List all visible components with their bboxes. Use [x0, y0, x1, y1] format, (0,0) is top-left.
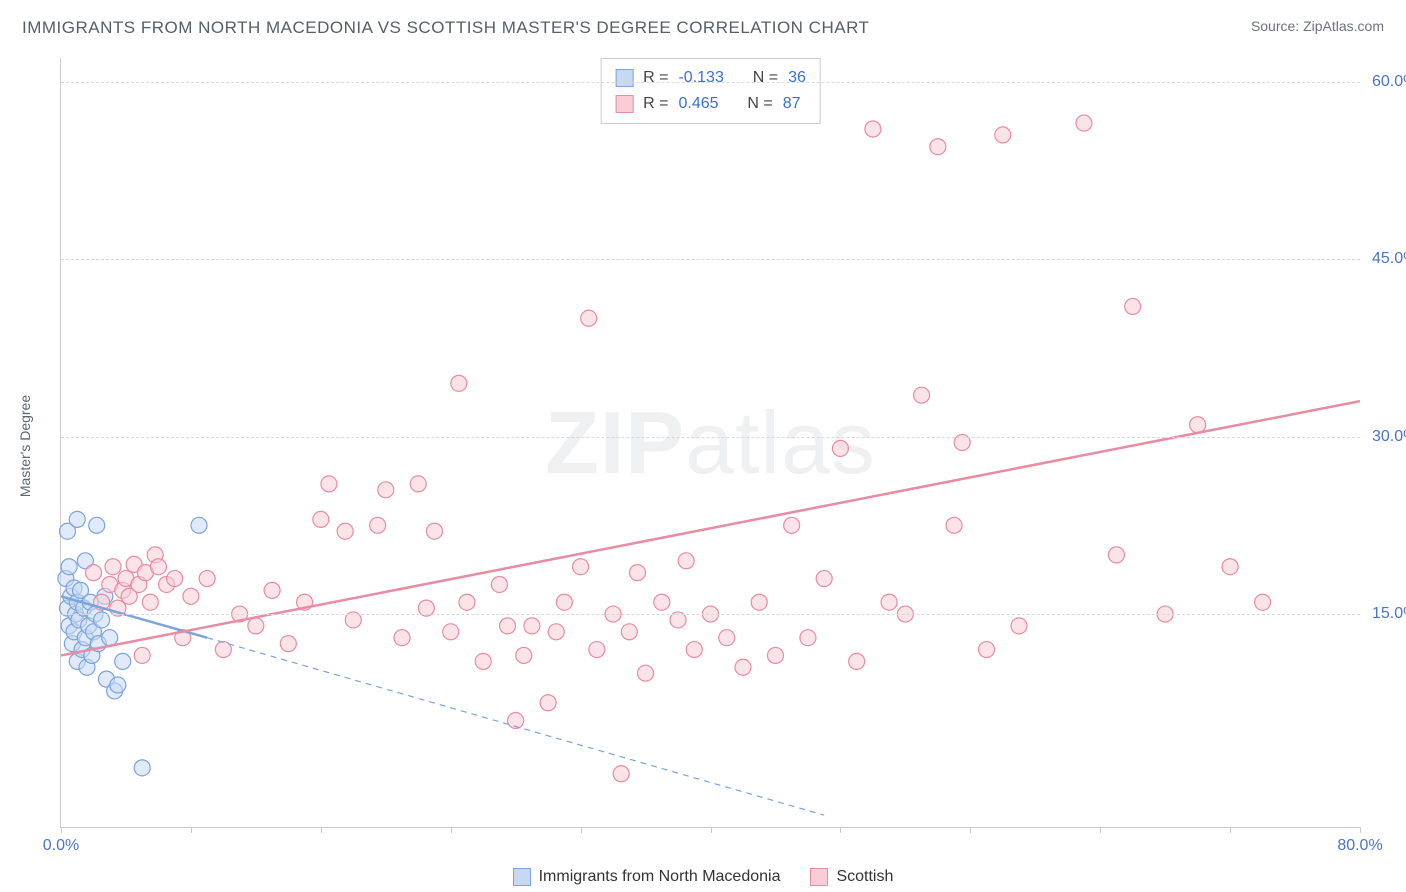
y-tick-label: 15.0% — [1372, 605, 1406, 623]
legend-item-b: Scottish — [810, 868, 893, 886]
legend-label-b: Scottish — [836, 868, 893, 886]
legend-swatch-a — [513, 868, 531, 886]
plot-area: ZIPatlas R = -0.133 N = 36 R = 0.465 N =… — [60, 58, 1360, 828]
legend-label-a: Immigrants from North Macedonia — [539, 868, 781, 886]
y-tick-label: 60.0% — [1372, 73, 1406, 91]
source-label: Source: — [1251, 18, 1299, 34]
x-tick-label: 0.0% — [43, 837, 79, 855]
chart-container: IMMIGRANTS FROM NORTH MACEDONIA VS SCOTT… — [0, 0, 1406, 892]
source-attribution: Source: ZipAtlas.com — [1251, 18, 1384, 34]
chart-title: IMMIGRANTS FROM NORTH MACEDONIA VS SCOTT… — [22, 18, 869, 38]
y-axis-label-wrap: Master's Degree — [8, 0, 42, 892]
y-axis-label: Master's Degree — [17, 395, 33, 497]
chart-header: IMMIGRANTS FROM NORTH MACEDONIA VS SCOTT… — [0, 0, 1406, 38]
y-tick-label: 45.0% — [1372, 250, 1406, 268]
legend-item-a: Immigrants from North Macedonia — [513, 868, 781, 886]
source-link[interactable]: ZipAtlas.com — [1303, 18, 1384, 34]
chart-svg — [61, 58, 1360, 827]
legend: Immigrants from North Macedonia Scottish — [0, 868, 1406, 892]
x-tick-label: 80.0% — [1337, 837, 1382, 855]
legend-swatch-b — [810, 868, 828, 886]
y-tick-label: 30.0% — [1372, 428, 1406, 446]
